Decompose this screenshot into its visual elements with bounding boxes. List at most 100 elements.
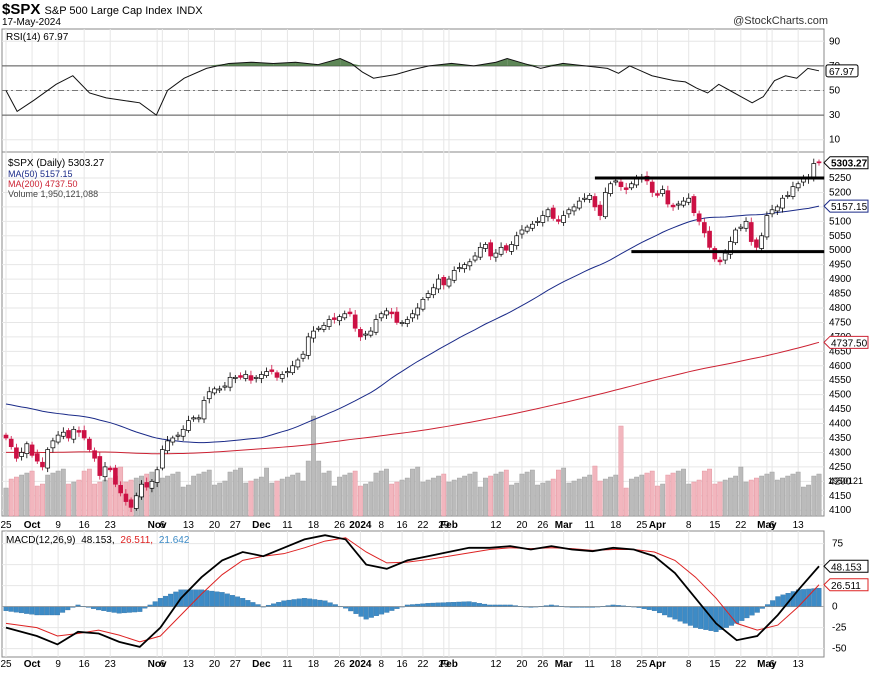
volume-bar <box>483 477 488 517</box>
candle-body <box>55 434 61 443</box>
x-tick-label: 13 <box>793 659 805 670</box>
volume-bar <box>66 483 71 517</box>
x-tick-label: 12 <box>490 659 502 670</box>
candle-body <box>118 485 123 494</box>
candle-body <box>133 495 139 509</box>
exchange: INDX <box>176 5 203 17</box>
macd-histogram-bar <box>90 606 96 609</box>
volume-bar <box>45 474 51 517</box>
candle-body <box>3 434 9 439</box>
volume-bar <box>3 487 9 517</box>
volume-bar <box>628 478 634 517</box>
x-tick-label: 8 <box>378 520 384 531</box>
volume-bar <box>556 469 561 517</box>
x-tick-label: 15 <box>709 659 721 670</box>
candle-body <box>748 222 754 242</box>
macd-histogram-bar <box>224 593 230 607</box>
candle-body <box>404 319 410 324</box>
candle-body <box>441 277 447 286</box>
candle-body <box>160 449 165 469</box>
candle-body <box>40 461 45 468</box>
volume-bar <box>97 481 103 517</box>
volume-bar <box>258 476 264 517</box>
macd-tick-label: -50 <box>832 644 847 655</box>
rsi-tick-label: 10 <box>829 135 841 146</box>
candle-body <box>712 248 718 260</box>
volume-bar <box>165 475 170 517</box>
macd-histogram-bar <box>446 602 452 607</box>
x-tick-label: 18 <box>308 659 320 670</box>
macd-histogram-bar <box>765 604 771 607</box>
x-tick-label: 22 <box>417 520 429 531</box>
candle-body <box>425 293 431 298</box>
macd-histogram-bar <box>132 606 138 613</box>
macd-value-label: 48.153 <box>831 562 862 573</box>
candle-body <box>180 428 186 437</box>
macd-histogram-bar <box>214 591 220 607</box>
x-tick-label: Apr <box>649 659 666 670</box>
macd-histogram-bar <box>461 601 467 607</box>
candle-body <box>488 242 494 257</box>
macd-histogram-bar <box>204 590 210 607</box>
macd-legend-hist: 21.642 <box>159 535 190 546</box>
x-tick-label: 16 <box>397 659 409 670</box>
x-tick-label: 13 <box>793 520 805 531</box>
volume-bar <box>806 484 811 517</box>
volume-bar <box>811 475 817 517</box>
volume-bar <box>467 473 473 517</box>
candle-body <box>764 215 770 238</box>
candle-body <box>472 255 478 261</box>
macd-histogram-bar <box>229 595 235 607</box>
volume-bar <box>274 480 280 517</box>
macd-histogram-bar <box>394 606 400 609</box>
macd-histogram-bar <box>291 599 297 607</box>
volume-bar <box>14 476 19 517</box>
rsi-tick-label: 30 <box>829 110 841 121</box>
x-tick-label: Nov <box>148 520 167 531</box>
volume-bar <box>503 469 509 517</box>
macd-histogram-bar <box>8 606 14 612</box>
x-tick-label: 8 <box>686 659 692 670</box>
rsi-overbought-fill <box>507 58 524 66</box>
ma50-value-box <box>823 199 869 213</box>
volume-bar <box>253 478 259 517</box>
price-tick-label: 4300 <box>829 447 852 458</box>
candle-body <box>618 181 624 188</box>
volume-bar <box>180 486 186 517</box>
candle-body <box>264 371 269 376</box>
volume-bar <box>24 472 30 517</box>
volume-bar <box>722 479 728 517</box>
volume-bar <box>102 479 108 517</box>
candle-body <box>227 376 233 388</box>
volume-bar <box>675 470 681 517</box>
price-tick-label: 4550 <box>829 375 852 386</box>
x-tick-label: 29 <box>438 659 450 670</box>
candle-body <box>691 196 697 214</box>
price-tick-label: 4350 <box>829 433 852 444</box>
macd-histogram-bar <box>13 606 19 613</box>
signal-value-label: 26.511 <box>831 581 861 592</box>
candle-body <box>363 333 368 336</box>
volume-bar <box>498 471 504 517</box>
volume-bar <box>342 474 348 517</box>
candle-body <box>790 186 796 197</box>
chart-title: $SPX S&P 500 Large Cap Index INDX <box>2 1 203 18</box>
volume-bar <box>540 482 546 517</box>
volume-value-label: 1950121 <box>828 476 863 486</box>
candle-body <box>305 336 311 356</box>
volume-bar <box>415 466 421 517</box>
candle-body <box>144 482 150 488</box>
volume-bar <box>561 467 567 517</box>
candle-body <box>331 317 337 320</box>
volume-bar <box>410 468 415 517</box>
volume-bar <box>279 478 285 517</box>
volume-bar <box>19 474 25 517</box>
price-tick-label: 5200 <box>829 187 852 198</box>
x-tick-label: 25 <box>636 659 648 670</box>
candle-body <box>123 493 129 502</box>
volume-bar <box>40 483 45 517</box>
volume-bar <box>623 487 629 517</box>
candle-body <box>259 374 264 379</box>
volume-bar <box>681 468 686 517</box>
candle-body <box>186 420 191 431</box>
